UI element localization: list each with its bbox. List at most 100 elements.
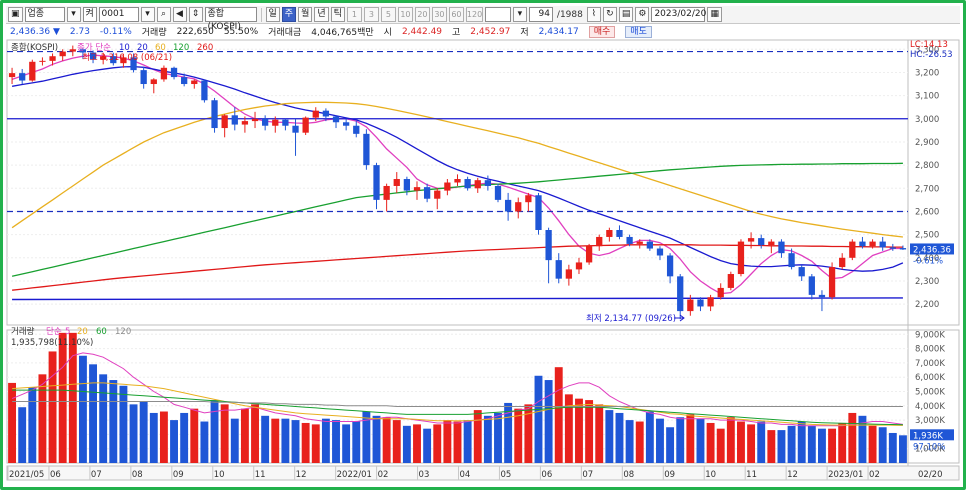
interval-5-button[interactable]: 5 — [380, 7, 396, 22]
volume-bar — [372, 415, 381, 463]
volume-bar — [99, 374, 108, 463]
volume-pct: 55.50% — [223, 26, 259, 37]
candle-body — [555, 260, 562, 279]
volume-bar — [605, 410, 614, 463]
volume-bar — [321, 418, 330, 463]
volume-bar — [230, 418, 239, 463]
volume-bar — [656, 418, 664, 463]
refresh-icon[interactable]: ↻ — [602, 7, 617, 22]
tab-yearly[interactable]: 년 — [314, 7, 329, 22]
chart-icon[interactable]: ⌇ — [586, 7, 601, 22]
volume-bar — [18, 407, 27, 463]
candle-body — [89, 52, 97, 60]
candle-body — [747, 238, 755, 242]
high-annotation: 최고 3,316.08 (06/21) — [82, 52, 172, 63]
candle-body — [120, 57, 127, 64]
interval-10-button[interactable]: 10 — [397, 7, 413, 22]
candle-body — [444, 182, 451, 191]
volume-bar — [139, 401, 148, 463]
open-value: 2,442.49 — [401, 26, 443, 37]
interval-dropdown-icon[interactable]: ▾ — [512, 7, 527, 22]
candle-body — [221, 115, 228, 129]
toggle-button[interactable]: ▣ — [8, 7, 23, 22]
interval-3-button[interactable]: 3 — [363, 7, 379, 22]
candle-body — [332, 116, 340, 123]
volume-bar — [524, 404, 533, 463]
price-legend-item: 종가 단순 — [77, 42, 111, 53]
code-dropdown-icon[interactable]: ▾ — [140, 7, 155, 22]
volume-bar — [666, 427, 675, 463]
volume-bar — [159, 411, 168, 463]
buy-button[interactable]: 매수 — [588, 25, 616, 38]
search-icon[interactable]: ⌕ — [156, 7, 171, 22]
tab-tick[interactable]: 틱 — [330, 7, 345, 22]
price-chart-title: 종합(KOSPI) — [11, 43, 58, 53]
chevron-down-icon[interactable]: ▾ — [66, 7, 81, 22]
x-axis-label: 11 — [746, 470, 757, 480]
prev-next-icon[interactable]: ⇕ — [188, 7, 203, 22]
volume-bar — [301, 422, 310, 463]
volume-bar — [868, 425, 877, 463]
candle-body — [494, 185, 502, 200]
candle-body — [464, 179, 471, 189]
last-volume-badge — [910, 429, 954, 441]
price-tick-label: 2,500 — [915, 231, 939, 241]
candle-body — [697, 299, 704, 307]
volume-bar — [504, 402, 513, 463]
interval-1-button[interactable]: 1 — [346, 7, 362, 22]
candle-body — [29, 61, 36, 81]
candle-body — [241, 121, 249, 125]
x-axis-label: 02 — [378, 470, 389, 480]
candle-body — [525, 195, 532, 203]
tab-monthly[interactable]: 월 — [298, 7, 313, 22]
volume-bar — [726, 417, 735, 463]
candle-body — [869, 241, 876, 247]
volume-bar — [797, 421, 806, 463]
volume-bar — [595, 404, 604, 463]
market-select[interactable]: 업종 — [24, 7, 65, 22]
candle-body — [879, 241, 886, 248]
interval-60-button[interactable]: 60 — [448, 7, 464, 22]
candle-body — [383, 185, 390, 200]
candle-body — [302, 117, 309, 133]
x-axis-label: 06 — [50, 470, 61, 480]
volume-bar — [392, 420, 401, 463]
x-axis-label: 2021/05 — [9, 470, 44, 480]
interval-120-button[interactable]: 120 — [465, 7, 483, 22]
interval-30-button[interactable]: 30 — [431, 7, 447, 22]
sell-button[interactable]: 매도 — [625, 25, 652, 38]
interval-custom-input[interactable] — [484, 7, 511, 22]
date-input[interactable]: 2023/02/20 — [651, 7, 706, 22]
interval-20-button[interactable]: 20 — [414, 7, 430, 22]
volume-bar — [463, 420, 472, 463]
volume-bar — [615, 412, 624, 463]
calendar-icon[interactable]: ▦ — [707, 7, 722, 22]
candle-body — [616, 230, 623, 237]
tab-weekly[interactable]: 주 — [281, 7, 297, 22]
ma-20-line — [11, 65, 904, 272]
x-axis-label: 12 — [296, 470, 307, 480]
code-input[interactable]: 0001 — [98, 7, 139, 22]
x-axis-label: 2023/01 — [828, 470, 863, 480]
market-short-select[interactable]: 켜 — [82, 7, 97, 22]
price-tick-label: 2,400 — [915, 254, 939, 264]
candle-body — [818, 294, 826, 298]
volume-bar — [838, 422, 847, 463]
save-icon[interactable]: ▤ — [618, 7, 634, 22]
high-value: 2,452.97 — [470, 26, 511, 37]
gear-icon[interactable]: ⚙ — [635, 7, 650, 22]
last-change-label: -0.61% — [913, 256, 943, 266]
volume-bar — [352, 421, 361, 463]
volume-bar — [291, 420, 300, 463]
count-input[interactable]: 94 — [528, 7, 553, 22]
x-axis-label: 08 — [132, 470, 143, 480]
tab-daily[interactable]: 일 — [265, 7, 280, 22]
sound-icon[interactable]: ◀ — [172, 7, 187, 22]
current-price: 2,436.36 ▼ — [10, 26, 60, 37]
volume-value: 222,650 — [176, 26, 214, 37]
volume-legend-item: 5 — [65, 327, 70, 337]
volume-bar — [433, 424, 442, 463]
volume-bar — [109, 380, 118, 463]
volume-bar — [575, 398, 583, 463]
